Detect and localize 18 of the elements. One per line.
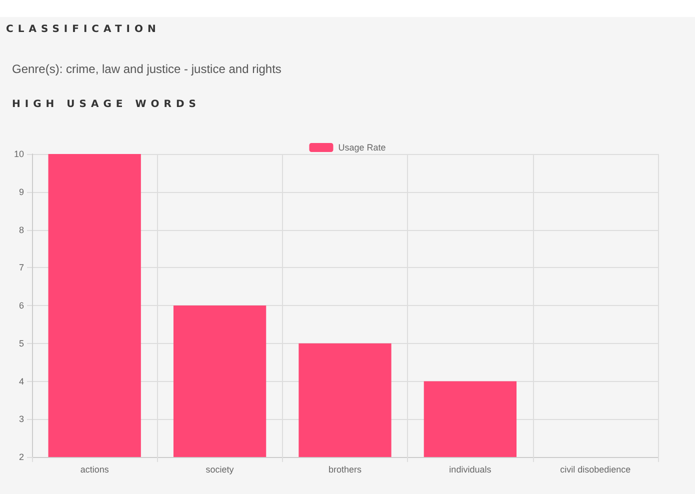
y-tick-label: 2 [18,452,24,462]
chart-title: CLASSIFICATION [6,24,160,35]
y-tick-label: 4 [18,376,24,386]
chart-subtitle: Genre(s): crime, law and justice - justice and rights [12,62,282,76]
y-tick-label: 8 [18,224,24,235]
y-tick-label: 6 [18,300,24,310]
legend-label: Usage Rate [338,142,386,152]
x-tick-label: civil disobedience [560,464,631,474]
y-tick-label: 9 [18,186,24,197]
y-tick-label: 7 [18,262,24,273]
x-tick-label: actions [80,464,110,474]
y-tick-label: 3 [18,414,24,424]
text: HIGH USAGE WORDS [12,99,200,110]
y-tick-label: 5 [18,338,24,348]
y-tick-label: 10 [14,149,24,159]
x-tick-label: individuals [449,464,492,474]
x-tick-label: brothers [328,464,362,474]
x-tick-label: society [206,464,234,474]
